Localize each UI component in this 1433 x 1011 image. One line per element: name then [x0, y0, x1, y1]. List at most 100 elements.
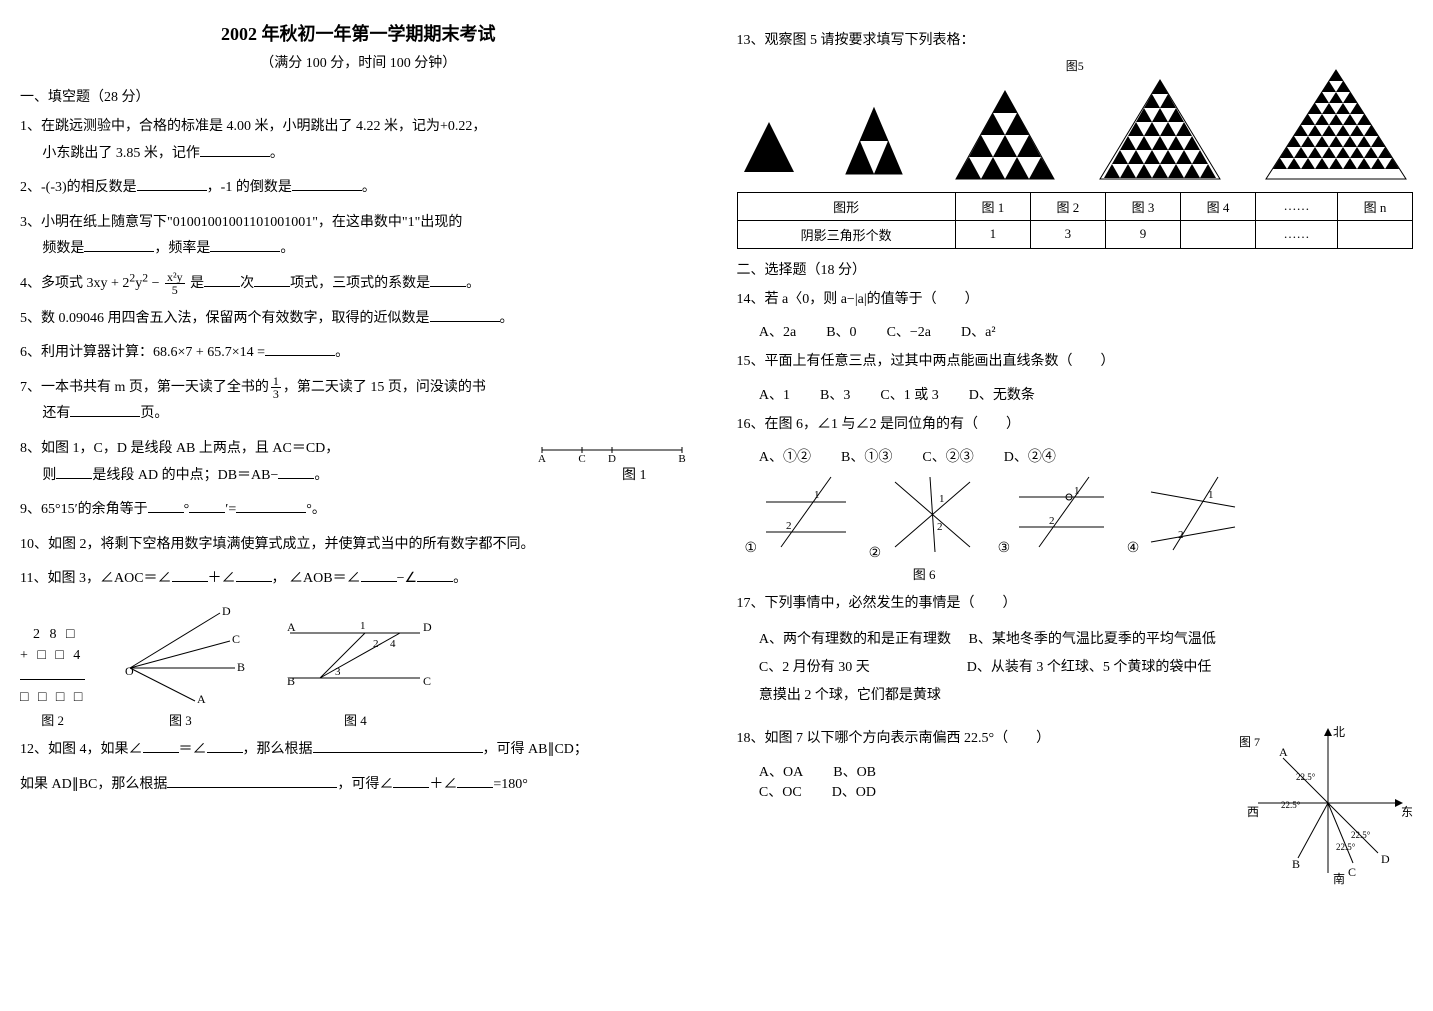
- q5: 5、数 0.09046 用四舍五入法，保留两个有效数字，取得的近似数是。: [20, 306, 697, 333]
- fig4-1: 1: [360, 620, 366, 632]
- q12-e: 如果 AD∥BC，那么根据: [20, 777, 167, 792]
- q2: 2、-(-3)的相反数是，-1 的倒数是。: [20, 175, 697, 202]
- f7-C: C: [1348, 865, 1356, 879]
- td-label: 阴影三角形个数: [737, 220, 955, 248]
- fig3-caption: 图 3: [115, 710, 245, 729]
- fig4-B: B: [287, 674, 295, 688]
- right-column: 13、观察图 5 请按要求填写下列表格： 图5: [737, 20, 1414, 910]
- exam-title: 2002 年秋初一年第一学期期末考试: [20, 20, 697, 46]
- fig4: A D B C 1 2 3 4 图 4: [275, 603, 435, 729]
- q10: 10、如图 2，将剩下空格用数字填满使算式成立，并使算式当中的所有数字都不同。: [20, 532, 697, 559]
- q9-blank3: [236, 498, 306, 513]
- a3: 22.5°: [1336, 842, 1356, 852]
- fig1-A: A: [538, 453, 546, 462]
- q2-a: 2、-(-3)的相反数是: [20, 180, 137, 195]
- q8-c: 是线段 AD 的中点；DB＝AB−: [92, 468, 278, 483]
- q3-line2: 频数是，频率是。: [20, 241, 294, 256]
- fig5-p3: [950, 87, 1060, 182]
- q11-e: 。: [453, 571, 467, 586]
- q7-blank: [70, 402, 140, 417]
- td-vn: [1337, 220, 1412, 248]
- q12-h: =180°: [493, 777, 528, 792]
- fig6-3-svg: 1 2: [1014, 472, 1109, 552]
- fig3-B: B: [237, 660, 245, 674]
- q9-c: ′=: [225, 502, 236, 517]
- q16-opts: A、①② B、①③ C、②③ D、②④: [737, 446, 1414, 466]
- q4-frac: x²y5: [165, 271, 185, 296]
- q18-b: B、OB: [833, 761, 876, 781]
- td-dots: ……: [1256, 220, 1338, 248]
- q3: 3、小明在纸上随意写下"01001001001101001001"，在这串数中"…: [20, 210, 697, 263]
- fig5-p4: [1095, 77, 1225, 182]
- q17-b: B、某地冬季的气温比夏季的平均气温低: [969, 632, 1216, 647]
- fig6: ① 1 2 ② 1 2 图 6: [745, 472, 1414, 583]
- q17-e: 意摸出 2 个球，它们都是黄球: [759, 688, 941, 703]
- fig1-D: D: [608, 453, 616, 462]
- q9-blank2: [189, 498, 225, 513]
- fig5-p2: [834, 102, 914, 182]
- a4: 22.5°: [1351, 830, 1371, 840]
- q12-f: ，可得∠: [337, 777, 393, 792]
- q14-opts: A、2a B、0 C、−2a D、a²: [737, 321, 1414, 341]
- q12-bl2: [207, 738, 243, 753]
- q15-c: C、1 或 3: [880, 384, 938, 404]
- fig6-2: ② 1 2 图 6: [869, 472, 980, 583]
- q3-blank2: [210, 237, 280, 252]
- fig6-1-svg: 1 2: [761, 472, 851, 552]
- q16-b: B、①③: [841, 446, 892, 466]
- fig2-l1: 2 8 □: [20, 627, 77, 642]
- q11-d: −∠: [397, 571, 417, 586]
- fig3-svg: O B C D A: [115, 603, 245, 703]
- th-1: 图 1: [955, 192, 1030, 220]
- q6: 6、利用计算器计算：68.6×7 + 65.7×14 =。: [20, 340, 697, 367]
- q4-a: 4、多项式 3xy + 2: [20, 276, 129, 291]
- q8-b: 则: [42, 468, 56, 483]
- th-4: 图 4: [1181, 192, 1256, 220]
- q11-blank1: [172, 567, 208, 582]
- fig5-caption: 图5: [1062, 57, 1088, 74]
- q12-a: 12、如图 4，如果∠: [20, 742, 143, 757]
- f64-2: 2: [1178, 529, 1184, 541]
- q18-opts2: C、OC D、OD: [737, 781, 1244, 801]
- q2-blank2: [292, 176, 362, 191]
- q15-a: A、1: [759, 384, 790, 404]
- fig1: A C D B: [537, 438, 687, 471]
- q4-frac-den: 5: [165, 284, 185, 296]
- td-v1: 1: [955, 220, 1030, 248]
- q7-d: 页。: [140, 406, 168, 421]
- compass-s: 南: [1333, 871, 1345, 886]
- q11-a: 11、如图 3，∠AOC＝∠: [20, 571, 172, 586]
- q3-a: 3、小明在纸上随意写下"01001001001101001001"，在这串数中"…: [20, 215, 462, 230]
- circ2: ②: [869, 546, 882, 561]
- q4-blank2: [254, 272, 290, 287]
- f63-1: 1: [1074, 485, 1080, 497]
- q17-c: C、2 月份有 30 天: [759, 660, 870, 675]
- section-1-heading: 一、填空题（28 分）: [20, 86, 697, 106]
- q7: 7、一本书共有 m 页，第一天读了全书的13，第二天读了 15 页，问没读的书 …: [20, 375, 697, 428]
- fig3: O B C D A 图 3: [115, 603, 245, 729]
- q2-c: 。: [362, 180, 376, 195]
- fig7: A B C D 北 南 东 西 22.5° 22.5° 22.5° 22.5° …: [1243, 718, 1413, 910]
- q11-c: ， ∠AOB＝∠: [272, 571, 361, 586]
- q4-blank3: [430, 272, 466, 287]
- q14-d: D、a²: [961, 321, 996, 341]
- th-dots: ……: [1256, 192, 1338, 220]
- q3-b: 频数是: [42, 241, 84, 256]
- fig3-C: C: [232, 632, 240, 646]
- q11-blank3: [361, 567, 397, 582]
- fig2-l2: + □ □ 4: [20, 648, 83, 663]
- q12-bl5: [393, 773, 429, 788]
- q7-c: 还有: [42, 406, 70, 421]
- q5-blank: [430, 307, 500, 322]
- compass-e: 东: [1401, 805, 1413, 819]
- q4-e: 次: [240, 276, 254, 291]
- th-shape: 图形: [737, 192, 955, 220]
- q16: 16、在图 6，∠1 与∠2 是同位角的有（ ）: [737, 412, 1414, 439]
- f62-1: 1: [939, 493, 945, 505]
- q9-d: °。: [306, 502, 326, 517]
- q18-c: C、OC: [759, 781, 802, 801]
- exam-page: 2002 年秋初一年第一学期期末考试 （满分 100 分，时间 100 分钟） …: [20, 20, 1413, 910]
- q4: 4、多项式 3xy + 22y2 − x²y5 是次项式，三项式的系数是。: [20, 271, 697, 298]
- fig6-1: ① 1 2: [745, 472, 851, 557]
- q12b-line: 如果 AD∥BC，那么根据，可得∠＋∠=180°: [20, 772, 697, 799]
